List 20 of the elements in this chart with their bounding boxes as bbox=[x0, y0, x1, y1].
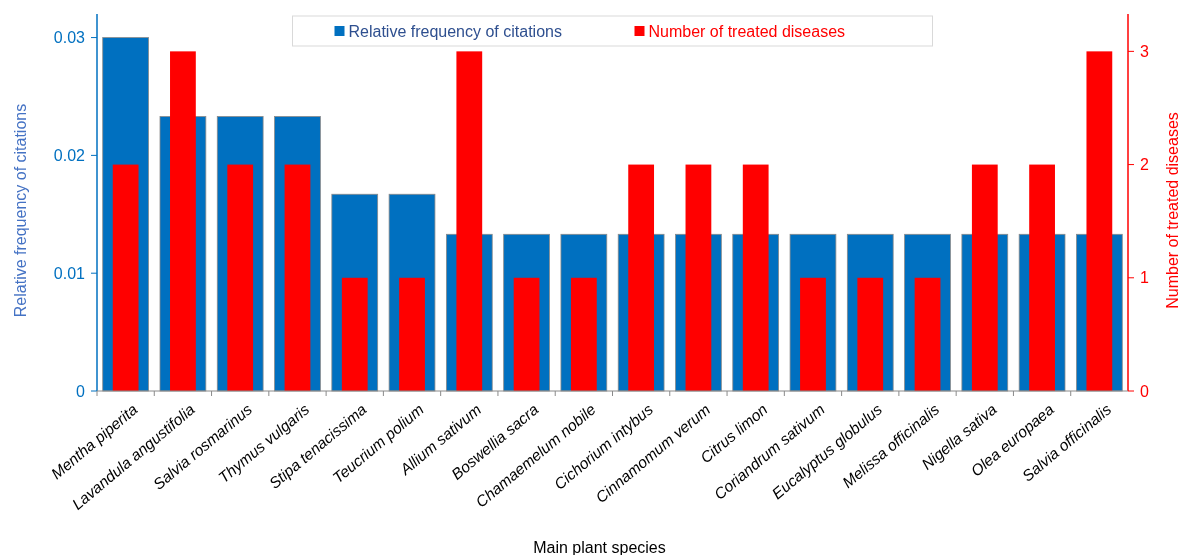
bar bbox=[341, 277, 368, 391]
y-tick-label: 0.01 bbox=[53, 264, 86, 282]
y2-tick-label: 3 bbox=[1140, 42, 1149, 60]
bar bbox=[570, 277, 597, 391]
y-tick-label: 0.02 bbox=[53, 146, 86, 164]
y2-tick-label: 0 bbox=[1140, 382, 1149, 400]
legend-label: Relative frequency of citations bbox=[348, 22, 562, 40]
legend-label: Number of treated diseases bbox=[648, 22, 846, 40]
y-axis-title: Relative frequency of citations bbox=[12, 103, 29, 318]
bar bbox=[399, 277, 425, 391]
bar bbox=[112, 164, 139, 391]
y2-tick-label: 1 bbox=[1140, 269, 1149, 287]
bar bbox=[857, 277, 884, 391]
bar bbox=[513, 277, 540, 391]
y2-axis-title: Number of treated diseases bbox=[1164, 112, 1181, 309]
y-tick-label: 0 bbox=[76, 382, 86, 400]
y-tick-label: 0.03 bbox=[53, 29, 86, 47]
bar bbox=[800, 277, 826, 391]
bar bbox=[914, 277, 941, 391]
y2-tick-label: 2 bbox=[1140, 156, 1149, 174]
